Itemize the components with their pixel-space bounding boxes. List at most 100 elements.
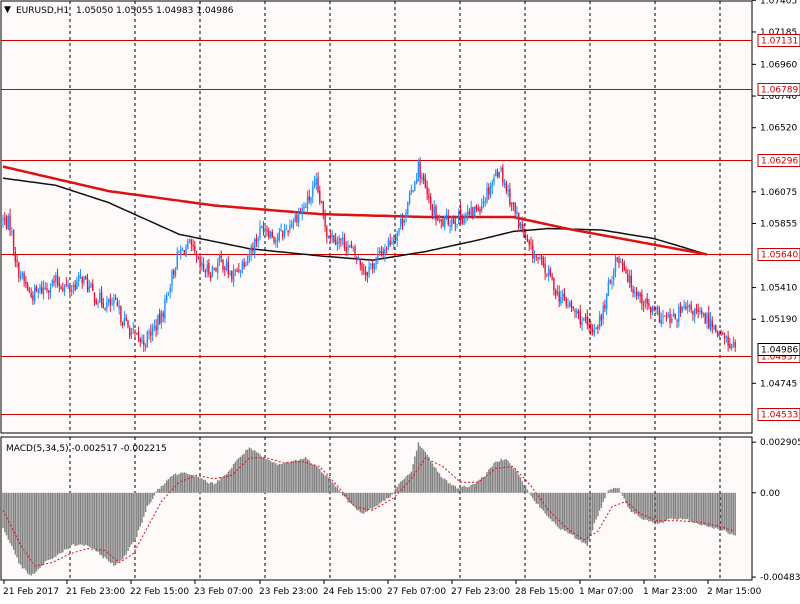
macd-bar [449,483,451,493]
candle-bear [586,316,588,326]
candle-bull [107,299,110,302]
macd-bar [597,492,599,517]
candle-bull [451,219,453,227]
macd-bar [26,492,29,574]
macd-bar [542,492,544,511]
candle-bear [12,229,15,250]
macd-bar [4,492,6,533]
macd-bar [447,483,449,493]
macd-bar [470,485,472,493]
macd-bar [141,492,143,523]
candle-bear [447,215,449,225]
macd-bar [232,464,235,493]
macd-bar [669,492,671,519]
candle-bear [273,237,275,243]
macd-bar [236,459,238,493]
candle-bear [85,276,87,279]
candle-bull [660,319,662,324]
macd-bar [676,492,678,520]
macd-bar [125,492,127,555]
candle-bear [609,280,611,283]
candle-bear [262,226,265,231]
candle-bull [533,255,536,259]
macd-bar [722,492,724,531]
candle-bear [28,290,31,292]
macd-bar [567,492,569,534]
candle-bear [266,229,268,232]
macd-bar [637,492,640,517]
macd-bar [285,462,288,493]
candle-bear [540,256,543,259]
time-axis[interactable]: 21 Feb 2017 21 Feb 23:00 22 Feb 15:00 23 Fe… [3,580,762,597]
macd-bar [93,492,96,550]
price-pane[interactable] [0,0,753,434]
candle-bear [190,240,192,245]
macd-bar [688,492,691,521]
macd-bar [292,460,295,493]
candle-bull [39,286,41,290]
candle-bear [394,237,397,240]
candle-bull [458,210,460,224]
symbol-menu-arrow[interactable]: ▼ [4,5,11,15]
candle-bear [685,306,687,310]
candle-bear [734,342,736,348]
macd-bar [188,474,191,493]
candle-bull [706,314,708,323]
macd-bar [11,492,13,547]
macd-bar [481,476,483,493]
macd-bar [185,472,187,493]
candle-bull [181,248,184,250]
level-tag-label: 1.04533 [761,411,798,421]
macd-bar [127,492,129,551]
macd-bar [123,492,126,556]
price-axis[interactable]: 1.07405 1.07185 1.06960 1.06740 1.06520 1.060… [752,0,797,389]
macd-bar [410,471,412,493]
candle-bear [535,255,537,257]
candle-bear [333,235,335,242]
candle-bear [9,215,11,231]
macd-bar [428,456,430,493]
candle-bull [178,251,180,253]
macd-bar [51,492,53,559]
macd-bar [35,492,38,572]
macd-bar [215,483,217,493]
macd-bar [14,492,16,555]
macd-bar [551,492,553,522]
macd-bar [220,477,222,493]
candle-bull [352,247,354,249]
macd-bar [254,450,256,493]
macd-bar [579,492,581,541]
macd-bar [366,492,368,512]
candle-bull [276,238,279,242]
candle-bear [252,247,254,252]
macd-bar [598,492,601,511]
macd-bar [651,492,654,523]
macd-bar [58,492,60,554]
macd-bar [227,471,229,493]
candle-bear [477,207,479,211]
candle-bull [250,246,252,255]
macd-bar [326,475,328,493]
horizontal-levels[interactable] [1,40,752,415]
macd-bar [602,492,604,502]
macd-bar [146,492,148,506]
macd-bar [97,492,99,552]
macd-bar [697,492,699,525]
macd-bar [500,458,502,493]
macd-bar [246,449,249,493]
macd-bar [491,466,493,493]
macd-bar [155,491,157,493]
macd-bar [465,486,467,493]
candle-bull [377,254,379,258]
candle-bull [637,292,640,297]
macd-bar [120,492,122,561]
candle-bear [194,245,196,252]
candle-bull [171,270,173,286]
candle-bear [382,251,384,255]
candle-bull [581,321,583,326]
macd-bar [262,457,265,493]
macd-bar [718,492,720,531]
macd-bar [431,463,434,493]
